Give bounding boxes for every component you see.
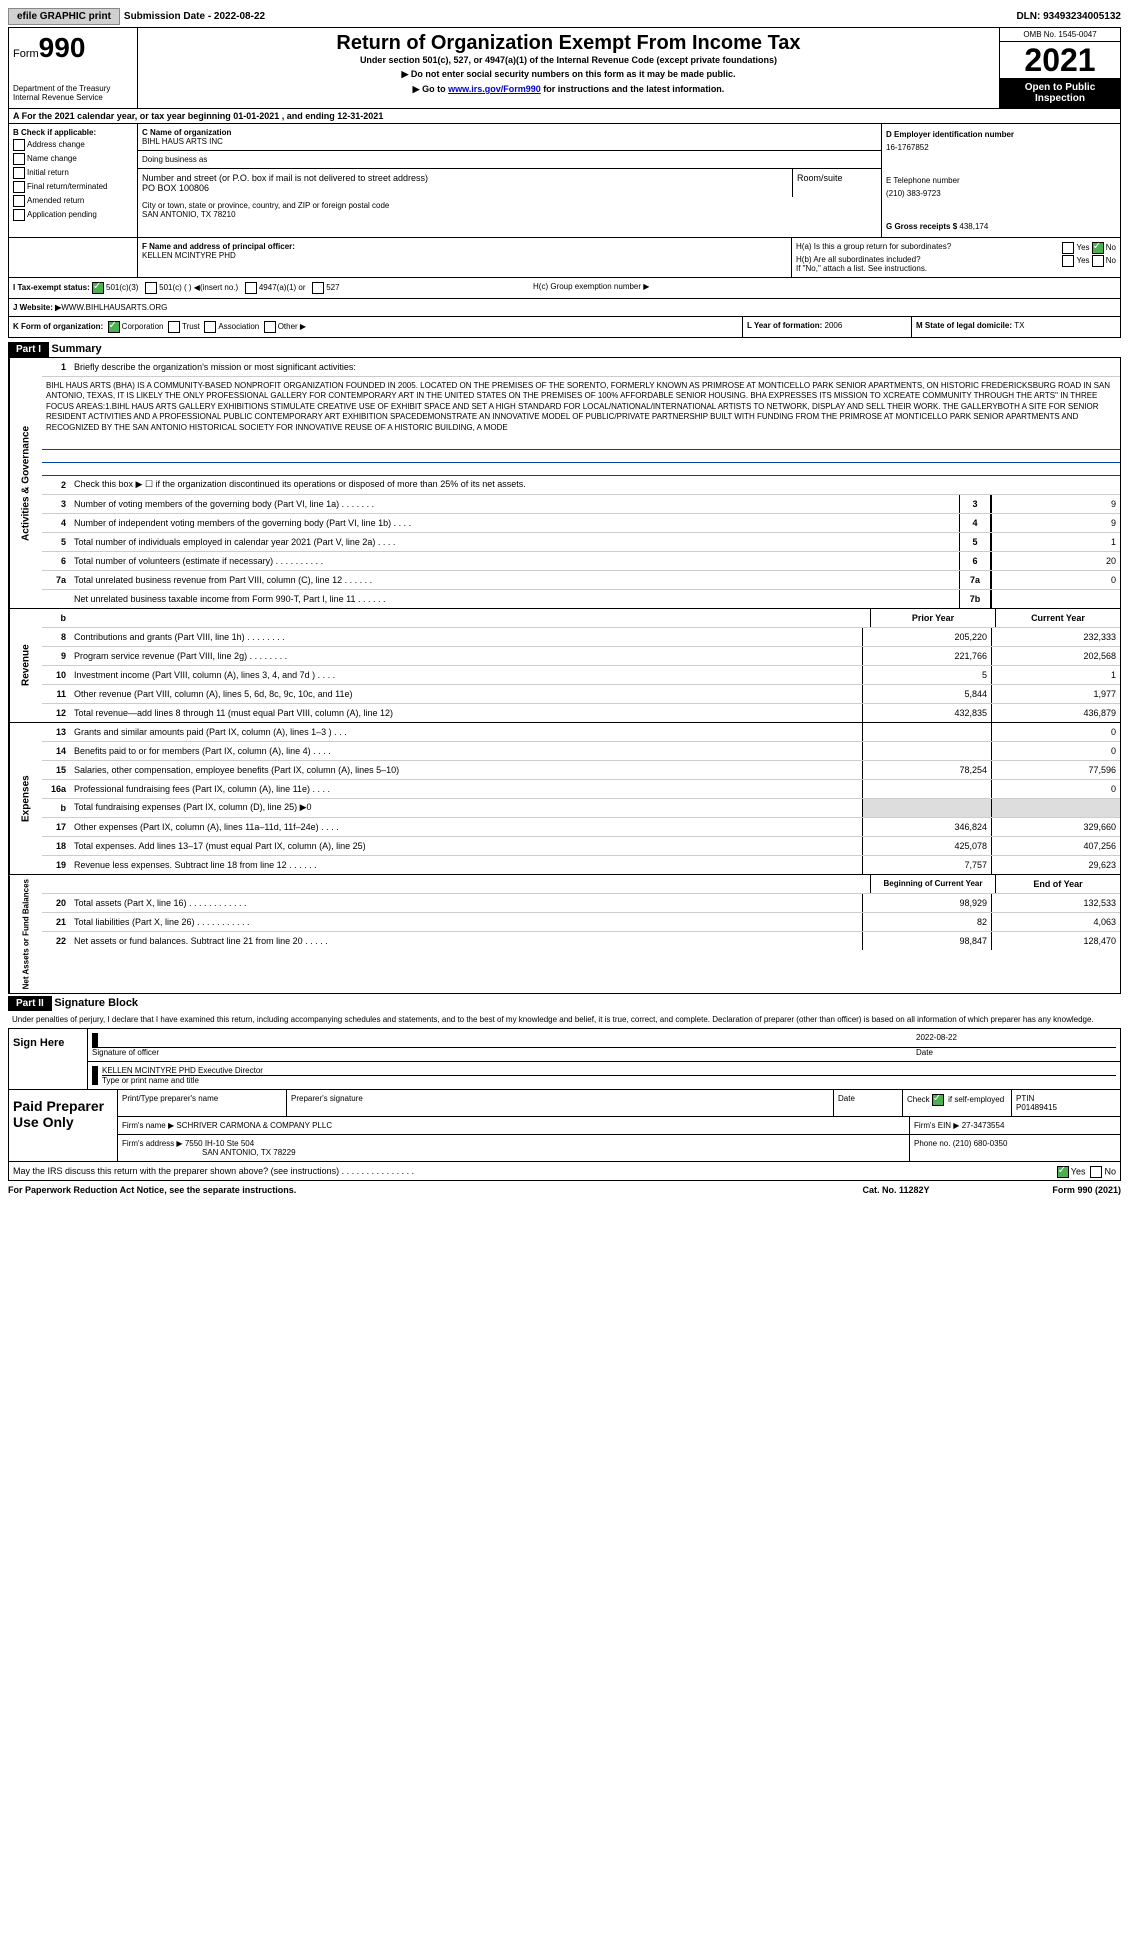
part2-header: Part II Signature Block xyxy=(8,996,1121,1011)
table-row: 14Benefits paid to or for members (Part … xyxy=(42,742,1120,761)
revenue-section: Revenue b Prior Year Current Year 8Contr… xyxy=(8,609,1121,723)
header-left: Form990 Department of the Treasury Inter… xyxy=(9,28,138,108)
table-row: 5Total number of individuals employed in… xyxy=(42,533,1120,552)
table-row: 13Grants and similar amounts paid (Part … xyxy=(42,723,1120,742)
table-row: 17Other expenses (Part IX, column (A), l… xyxy=(42,818,1120,837)
efile-btn[interactable]: efile GRAPHIC print xyxy=(8,8,120,25)
table-row: 19Revenue less expenses. Subtract line 1… xyxy=(42,856,1120,874)
table-row: 6Total number of volunteers (estimate if… xyxy=(42,552,1120,571)
table-row: 21Total liabilities (Part X, line 26) . … xyxy=(42,913,1120,932)
org-name: BIHL HAUS ARTS INC xyxy=(142,137,877,146)
section-a: A For the 2021 calendar year, or tax yea… xyxy=(8,109,1121,124)
irs-link[interactable]: www.irs.gov/Form990 xyxy=(448,84,541,94)
submission-label: Submission Date - 2022-08-22 xyxy=(124,11,265,22)
table-row: 11Other revenue (Part VIII, column (A), … xyxy=(42,685,1120,704)
page-footer: For Paperwork Reduction Act Notice, see … xyxy=(8,1181,1121,1199)
paid-preparer-block: Paid Preparer Use Only Print/Type prepar… xyxy=(8,1090,1121,1162)
table-row: Net unrelated business taxable income fr… xyxy=(42,590,1120,608)
sign-here-block: Sign Here Signature of officer 2022-08-2… xyxy=(8,1028,1121,1090)
city-address: SAN ANTONIO, TX 78210 xyxy=(142,210,877,219)
info-grid: B Check if applicable: Address change Na… xyxy=(8,124,1121,238)
table-row: 10Investment income (Part VIII, column (… xyxy=(42,666,1120,685)
table-row: 20Total assets (Part X, line 16) . . . .… xyxy=(42,894,1120,913)
form-header: Form990 Department of the Treasury Inter… xyxy=(8,27,1121,109)
table-row: bTotal fundraising expenses (Part IX, co… xyxy=(42,799,1120,818)
table-row: 16aProfessional fundraising fees (Part I… xyxy=(42,780,1120,799)
section-b: B Check if applicable: Address change Na… xyxy=(9,124,138,237)
ptin: P01489415 xyxy=(1016,1103,1116,1112)
form-title: Return of Organization Exempt From Incom… xyxy=(142,32,995,55)
section-klm: K Form of organization: Corporation Trus… xyxy=(8,317,1121,338)
expenses-section: Expenses 13Grants and similar amounts pa… xyxy=(8,723,1121,875)
table-row: 8Contributions and grants (Part VIII, li… xyxy=(42,628,1120,647)
street-address: PO BOX 100806 xyxy=(142,183,788,193)
table-row: 4Number of independent voting members of… xyxy=(42,514,1120,533)
section-c: C Name of organization BIHL HAUS ARTS IN… xyxy=(138,124,881,237)
section-i: I Tax-exempt status: 501(c)(3) 501(c) ( … xyxy=(8,278,1121,299)
officer-signature: KELLEN MCINTYRE PHD Executive Director xyxy=(102,1066,1116,1075)
may-irs-discuss: May the IRS discuss this return with the… xyxy=(8,1162,1121,1181)
section-fh: F Name and address of principal officer:… xyxy=(8,238,1121,278)
activities-governance: Activities & Governance 1 Briefly descri… xyxy=(8,357,1121,609)
table-row: 12Total revenue—add lines 8 through 11 (… xyxy=(42,704,1120,722)
penalties-text: Under penalties of perjury, I declare th… xyxy=(8,1011,1121,1028)
mission-text: BIHL HAUS ARTS (BHA) IS A COMMUNITY-BASE… xyxy=(42,377,1120,437)
table-row: 3Number of voting members of the governi… xyxy=(42,495,1120,514)
ein: 16-1767852 xyxy=(886,143,1116,152)
section-j: J Website: ▶ WWW.BIHLHAUSARTS.ORG xyxy=(8,299,1121,317)
website: WWW.BIHLHAUSARTS.ORG xyxy=(61,303,167,312)
section-d: D Employer identification number 16-1767… xyxy=(881,124,1120,237)
top-bar: efile GRAPHIC print Submission Date - 20… xyxy=(8,8,1121,25)
table-row: 18Total expenses. Add lines 13–17 (must … xyxy=(42,837,1120,856)
table-row: 7aTotal unrelated business revenue from … xyxy=(42,571,1120,590)
table-row: 22Net assets or fund balances. Subtract … xyxy=(42,932,1120,950)
firm-name: SCHRIVER CARMONA & COMPANY PLLC xyxy=(176,1121,332,1130)
table-row: 15Salaries, other compensation, employee… xyxy=(42,761,1120,780)
header-right: OMB No. 1545-0047 2021 Open to Public In… xyxy=(999,28,1120,108)
gross-receipts: 438,174 xyxy=(959,222,988,231)
officer-name: KELLEN MCINTYRE PHD xyxy=(142,251,787,260)
dln: DLN: 93493234005132 xyxy=(1016,11,1121,22)
table-row: 9Program service revenue (Part VIII, lin… xyxy=(42,647,1120,666)
part1-header: Part I Summary xyxy=(8,342,1121,357)
header-center: Return of Organization Exempt From Incom… xyxy=(138,28,999,108)
net-assets-section: Net Assets or Fund Balances Beginning of… xyxy=(8,875,1121,994)
tax-year: 2021 xyxy=(1000,42,1120,78)
telephone: (210) 383-9723 xyxy=(886,189,1116,198)
